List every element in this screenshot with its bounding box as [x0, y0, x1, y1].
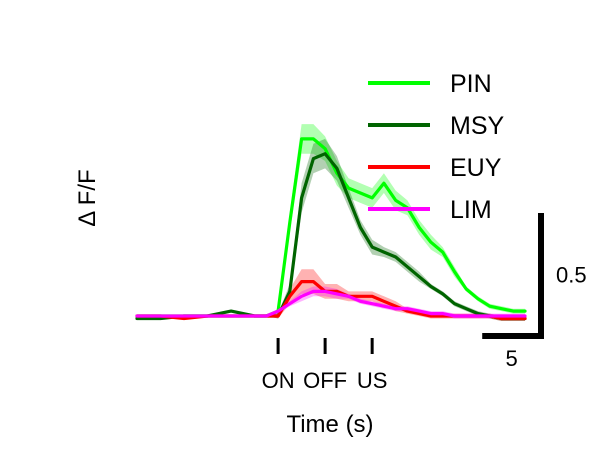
legend-label-euy: EUY	[450, 154, 502, 182]
series-lines	[135, 137, 527, 321]
legend-label-pin: PIN	[450, 70, 492, 98]
y-scale-bar-label: 0.5	[556, 262, 587, 287]
y-axis-label: Δ F/F	[74, 169, 101, 226]
x-scale-bar-label: 5	[505, 346, 517, 371]
legend: PIN MSY EUY LIM	[368, 70, 505, 224]
x-axis-label: Time (s)	[286, 411, 373, 438]
event-markers: ON OFF US	[262, 338, 388, 393]
event-label-off: OFF	[303, 368, 347, 393]
event-label-on: ON	[262, 368, 295, 393]
event-label-us: US	[357, 368, 388, 393]
series-line-lim	[135, 289, 527, 318]
legend-label-msy: MSY	[450, 112, 505, 140]
scale-bars: 5 0.5	[482, 212, 587, 371]
error-band-euy	[137, 269, 525, 321]
legend-label-lim: LIM	[450, 196, 492, 224]
series-line-msy	[135, 152, 527, 321]
